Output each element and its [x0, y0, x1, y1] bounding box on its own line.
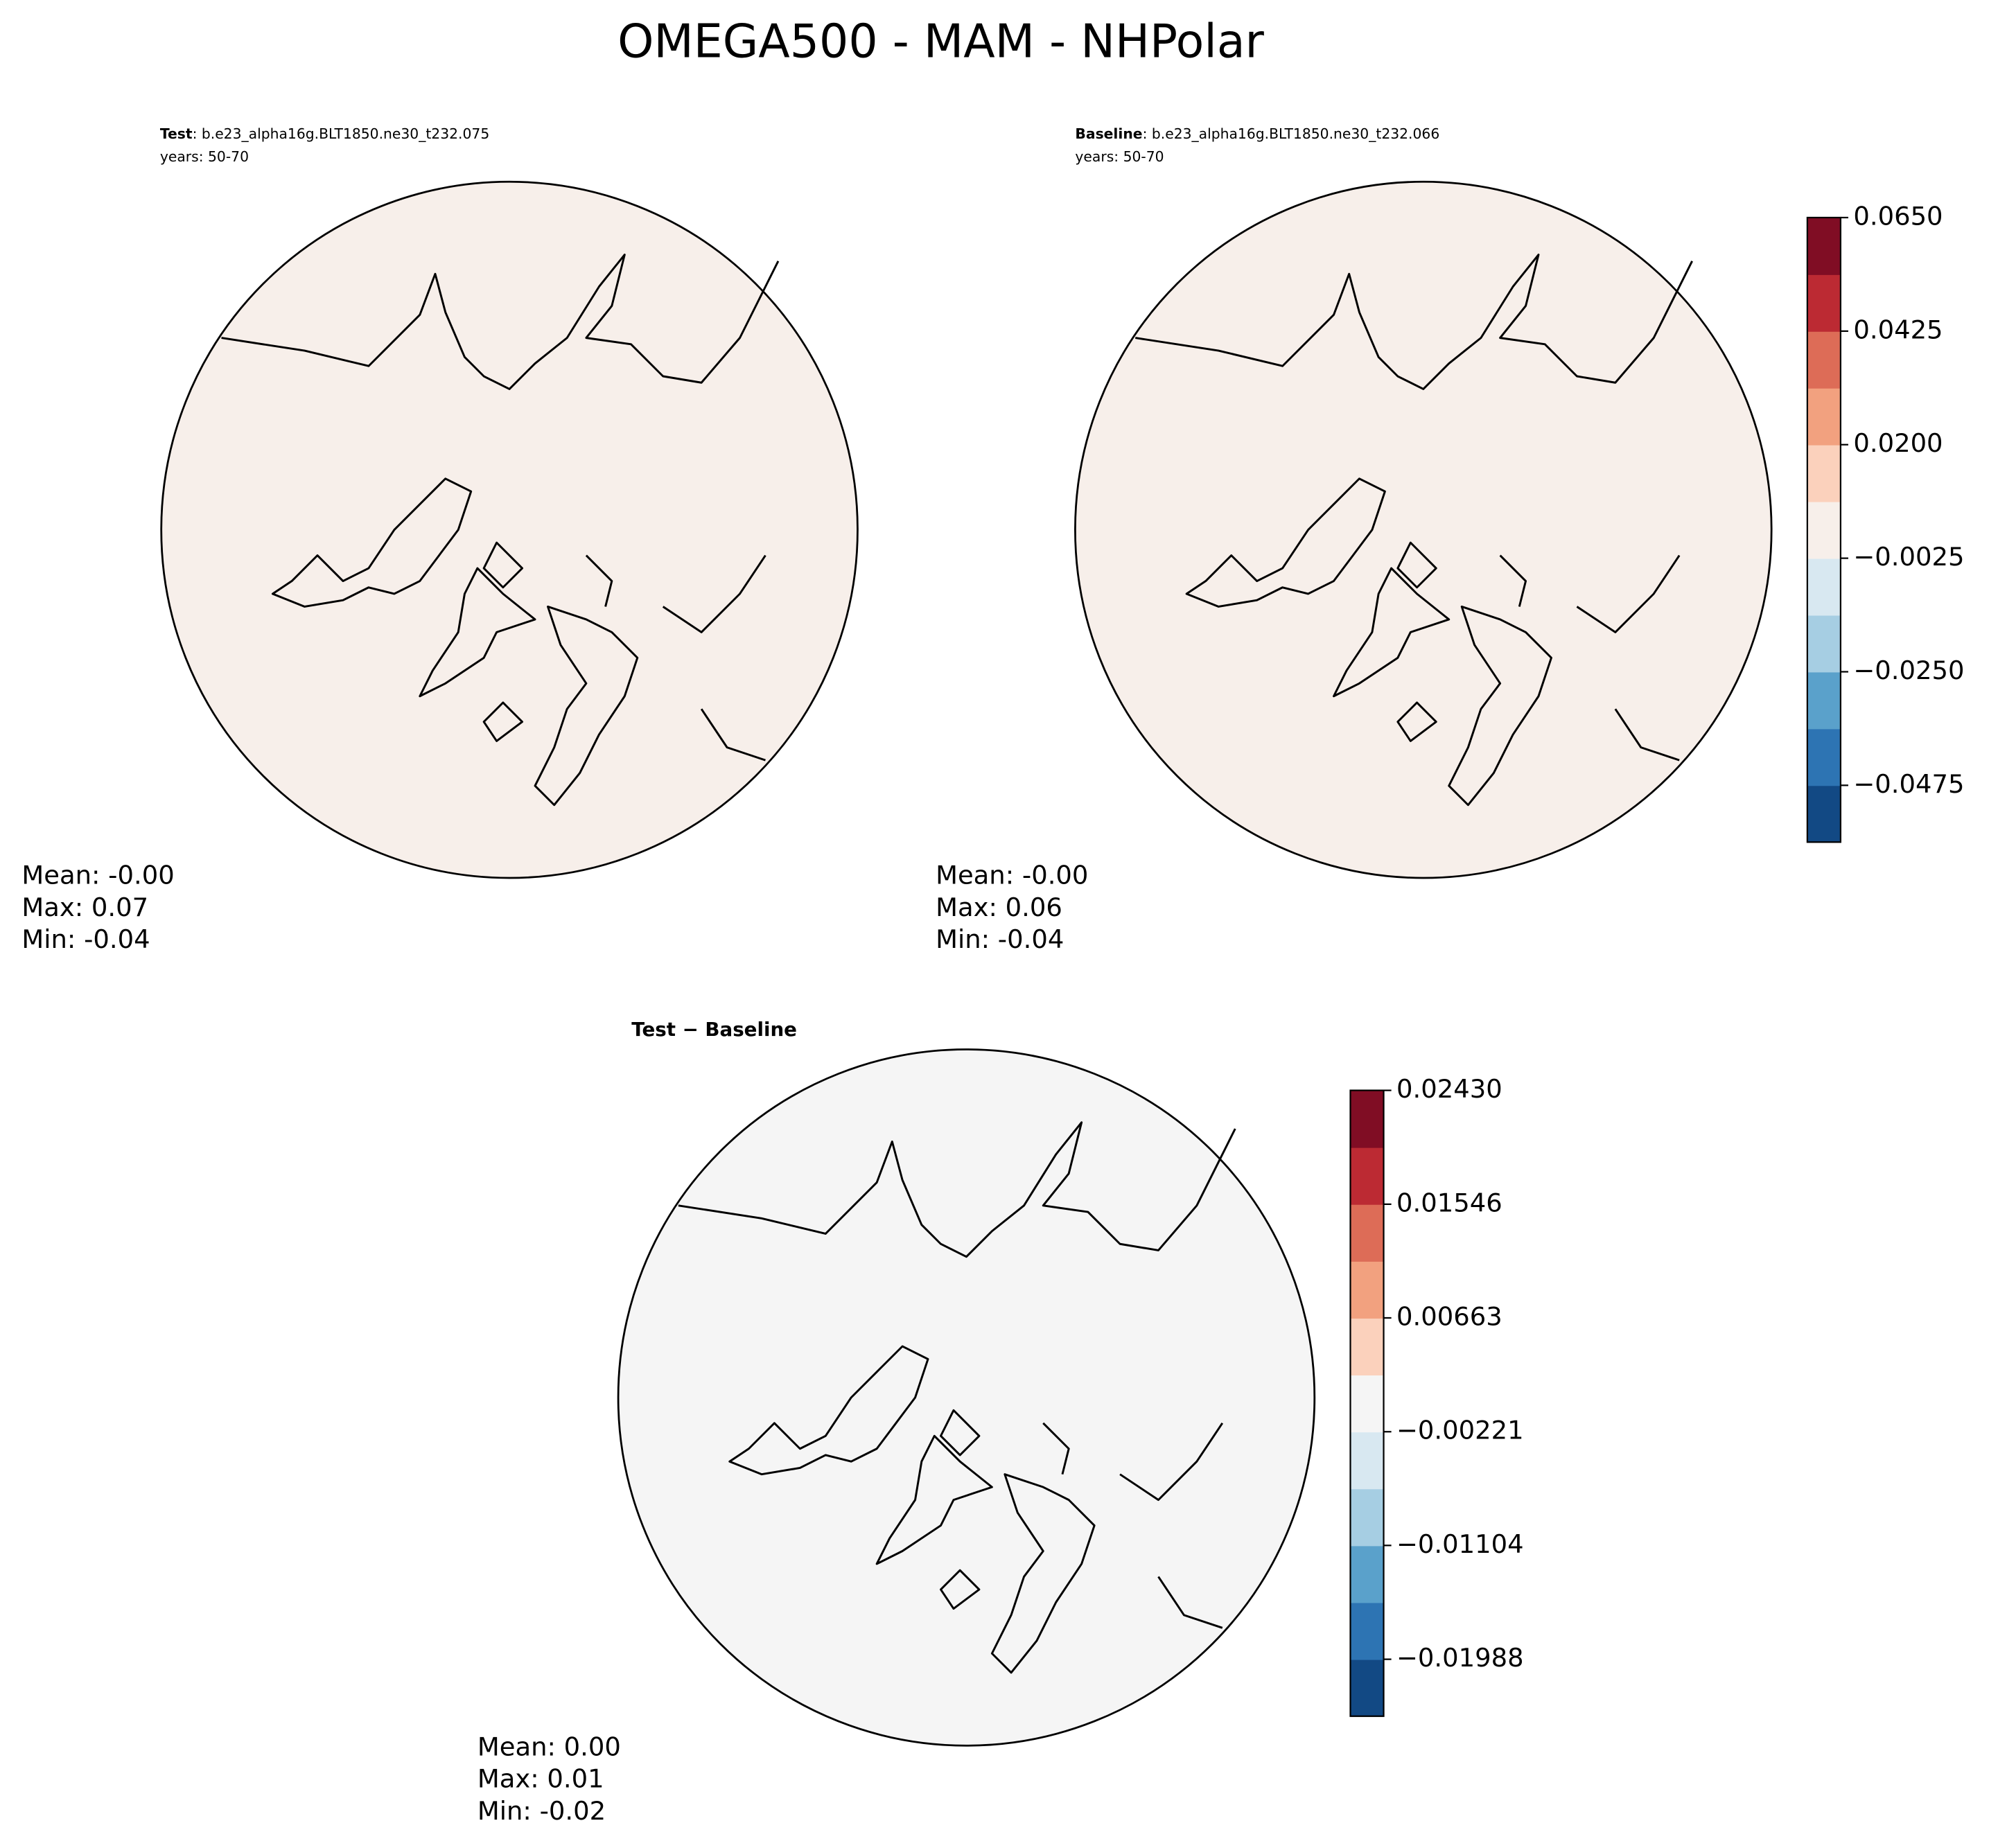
colorbar-band: [1350, 1432, 1384, 1490]
colorbar-band: [1807, 615, 1841, 673]
colorbar-tick-label: 0.0650: [1853, 201, 1943, 231]
map-boundary: [160, 180, 859, 879]
colorbar-band: [1350, 1602, 1384, 1660]
colorbar-tick-label: 0.0425: [1853, 315, 1943, 344]
colorbar-tick-label: −0.01988: [1396, 1643, 1524, 1673]
colorbar-band: [1350, 1488, 1384, 1547]
colorbar-tick-label: −0.0475: [1853, 769, 1964, 799]
map-boundary: [1074, 180, 1773, 879]
colorbar-band: [1807, 558, 1841, 616]
map-disc: [618, 1049, 1315, 1746]
colorbar-band: [1350, 1147, 1384, 1205]
colorbar-tick-label: −0.00221: [1396, 1416, 1524, 1445]
colorbar-band: [1807, 217, 1841, 275]
case-name: : b.e23_alpha16g.BLT1850.ne30_t232.066: [1143, 125, 1440, 143]
colorbar-band: [1807, 274, 1841, 332]
colorbar-band: [1350, 1375, 1384, 1433]
colorbar-band: [1807, 331, 1841, 389]
map-boundary: [617, 1048, 1316, 1747]
stat-line: Mean: 0.00: [477, 1732, 621, 1761]
panel-label: Baseline: [1075, 125, 1142, 142]
colorbar-band: [1807, 501, 1841, 559]
stat-line: Mean: -0.00: [936, 861, 1088, 890]
colorbar-tick-label: −0.0250: [1853, 655, 1964, 685]
panel-label: Test − Baseline: [631, 1018, 797, 1041]
colorbar-tick-label: −0.01104: [1396, 1529, 1524, 1559]
stat-line: Min: -0.02: [477, 1796, 606, 1826]
colorbar-band: [1807, 387, 1841, 446]
colorbar-tick-label: 0.01546: [1396, 1188, 1502, 1217]
colorbar-band: [1807, 785, 1841, 843]
years: years: 50-70: [1075, 148, 1164, 165]
colorbar-band: [1807, 671, 1841, 730]
panel-title: Test: b.e23_alpha16g.BLT1850.ne30_t232.0…: [160, 125, 489, 143]
colorbar-band: [1807, 444, 1841, 502]
panel-title: Baseline: b.e23_alpha16g.BLT1850.ne30_t2…: [1075, 125, 1439, 143]
colorbar-band: [1350, 1545, 1384, 1603]
stat-line: Max: 0.06: [936, 892, 1062, 922]
years: years: 50-70: [160, 148, 249, 165]
colorbar-frame: [1806, 216, 1842, 843]
colorbar-tick-label: 0.00663: [1396, 1301, 1502, 1331]
panel-label: Test: [160, 125, 193, 142]
stat-line: Mean: -0.00: [21, 861, 174, 890]
stat-line: Max: 0.01: [477, 1764, 604, 1794]
colorbar-tick-label: −0.0025: [1853, 542, 1964, 572]
colorbar-band: [1350, 1090, 1384, 1148]
colorbar-band: [1350, 1204, 1384, 1262]
stat-line: Max: 0.07: [21, 892, 148, 922]
map-disc: [1075, 182, 1772, 879]
stat-line: Min: -0.04: [936, 924, 1064, 954]
case-name: : b.e23_alpha16g.BLT1850.ne30_t232.075: [193, 125, 490, 143]
colorbar-band: [1350, 1659, 1384, 1717]
colorbar-band: [1807, 728, 1841, 786]
stat-line: Min: -0.04: [21, 924, 150, 954]
panel-title: Test − Baseline: [631, 1018, 797, 1041]
map-disc: [161, 182, 858, 879]
colorbar-tick-label: 0.0200: [1853, 428, 1943, 458]
colorbar-frame: [1349, 1089, 1385, 1717]
colorbar-band: [1350, 1318, 1384, 1376]
figure-title: OMEGA500 - MAM - NHPolar: [617, 15, 1264, 69]
colorbar-tick-label: 0.02430: [1396, 1074, 1502, 1104]
colorbar-band: [1350, 1260, 1384, 1319]
